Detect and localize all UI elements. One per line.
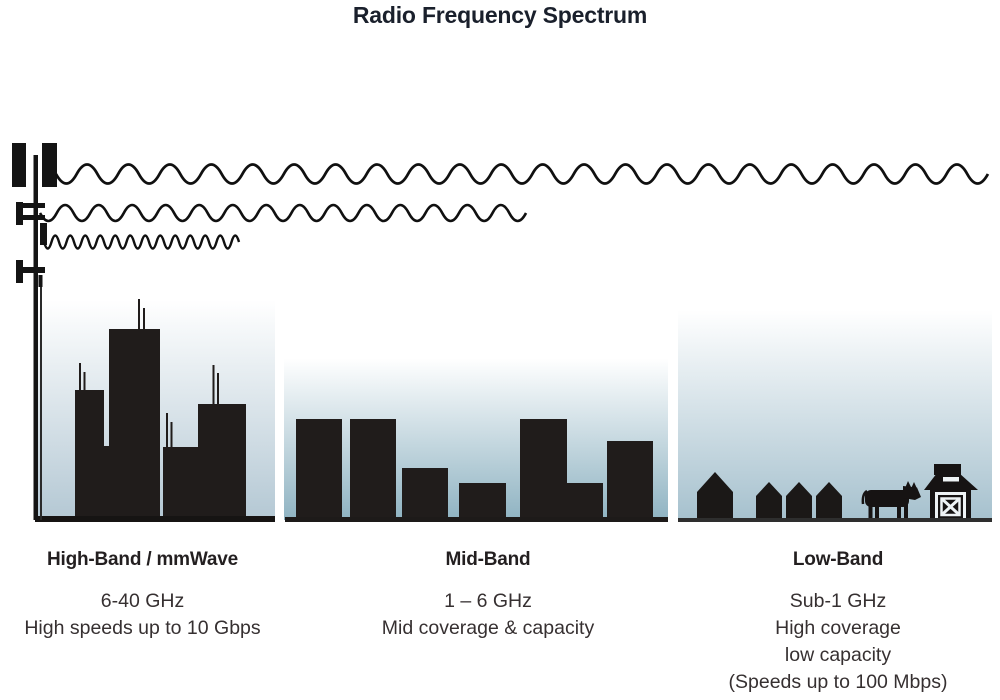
mid-band-description: Mid coverage & capacity bbox=[381, 617, 595, 639]
mid-band-label: Mid-Band 1 – 6 GHz Mid coverage & capaci… bbox=[363, 549, 613, 642]
ground-line-high-band bbox=[35, 516, 275, 522]
high-band-description: High speeds up to 10 Gbps bbox=[24, 617, 261, 639]
ground-line-low-band bbox=[678, 518, 992, 522]
city-buildings-icon bbox=[75, 329, 246, 520]
high-band-label: High-Band / mmWave 6-40 GHz High speeds … bbox=[15, 549, 270, 642]
high-band-frequency: 6-40 GHz bbox=[100, 590, 185, 612]
mid-band-scene bbox=[284, 332, 668, 522]
cow-icon bbox=[861, 481, 921, 518]
low-band-label: Low-Band Sub-1 GHz High coverage low cap… bbox=[713, 549, 963, 696]
radio-waves bbox=[38, 163, 990, 250]
barn-icon bbox=[924, 464, 978, 518]
cell-tower-icon bbox=[12, 143, 57, 520]
low-band-scene bbox=[678, 310, 992, 522]
page-title: Radio Frequency Spectrum bbox=[352, 2, 648, 28]
mid-band-frequency: 1 – 6 GHz bbox=[444, 590, 532, 612]
ground-line-mid-band bbox=[285, 517, 668, 522]
high-frequency-short-wave-icon bbox=[42, 234, 241, 250]
low-band-heading: Low-Band bbox=[792, 549, 884, 570]
low-band-frequency: Sub-1 GHz bbox=[789, 590, 887, 612]
houses-icon bbox=[697, 472, 842, 520]
rooftop-antennas-icon bbox=[79, 299, 219, 448]
low-band-description-2: low capacity bbox=[784, 644, 892, 666]
mid-band-heading: Mid-Band bbox=[445, 549, 531, 570]
low-band-description-1: High coverage bbox=[775, 617, 901, 639]
high-band-heading: High-Band / mmWave bbox=[47, 549, 238, 570]
low-frequency-long-wave-icon bbox=[54, 163, 990, 185]
high-band-scene bbox=[35, 299, 275, 522]
midrise-buildings-icon bbox=[296, 419, 653, 520]
mid-frequency-medium-wave-icon bbox=[38, 203, 528, 223]
low-band-description-3: (Speeds up to 100 Mbps) bbox=[728, 671, 948, 693]
